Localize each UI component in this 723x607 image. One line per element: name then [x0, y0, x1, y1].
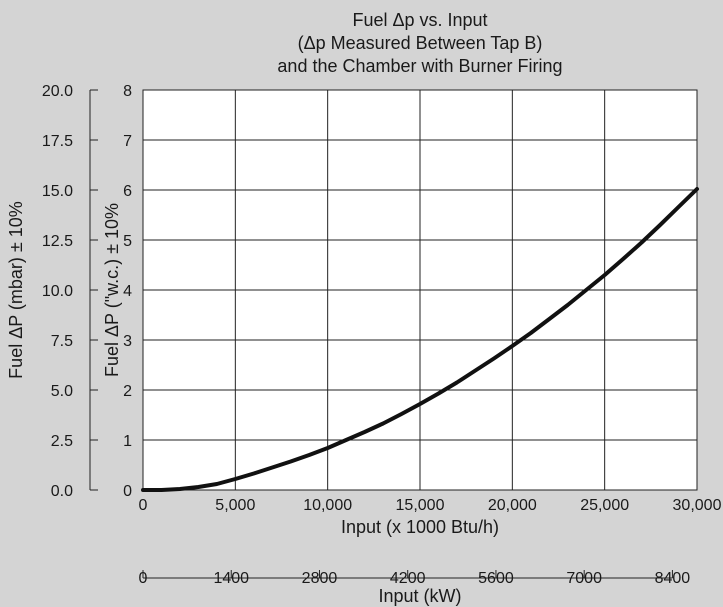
- plot-frame: [142, 89, 698, 491]
- y-tick-label: 4: [123, 283, 132, 300]
- y2-tick-label: 10.0: [42, 283, 73, 300]
- chart-title: Fuel Δp vs. Input (Δp Measured Between Ta…: [277, 10, 562, 76]
- y2-tick-label: 15.0: [42, 183, 73, 200]
- y-tick-label: 6: [123, 183, 132, 200]
- y-tick-label: 0: [123, 483, 132, 500]
- y2-tick-label: 12.5: [42, 233, 73, 250]
- x-tick-label: 30,000: [673, 497, 722, 514]
- x-tick-label: 25,000: [580, 497, 629, 514]
- y2-tick-label: 17.5: [42, 133, 73, 150]
- x-tick-label: 0: [139, 497, 148, 514]
- title-line: Fuel Δp vs. Input: [352, 10, 487, 30]
- y2-tick-label: 5.0: [51, 383, 73, 400]
- title-line: and the Chamber with Burner Firing: [277, 56, 562, 76]
- y-tick-label: 8: [123, 83, 132, 100]
- x2-axis-label: Input (kW): [378, 586, 461, 606]
- y-tick-label: 3: [123, 333, 132, 350]
- x-tick-label: 10,000: [303, 497, 352, 514]
- x-tick-label: 15,000: [396, 497, 445, 514]
- x-tick-label: 20,000: [488, 497, 537, 514]
- series: [141, 187, 699, 492]
- x2-tick-label: 0: [139, 570, 148, 587]
- x-tick-label: 5,000: [215, 497, 255, 514]
- x2-tick-label: 2800: [302, 570, 338, 587]
- x2-tick-label: 7000: [566, 570, 602, 587]
- y-axis-label: Fuel ΔP ("w.c.) ± 10%: [102, 203, 122, 377]
- y-tick-label: 7: [123, 133, 132, 150]
- x2-tick-label: 5600: [478, 570, 514, 587]
- x2-tick-label: 8400: [655, 570, 691, 587]
- title-line: (Δp Measured Between Tap B): [298, 33, 543, 53]
- x-axis-label: Input (x 1000 Btu/h): [341, 517, 499, 537]
- axes: [89, 89, 698, 579]
- y2-tick-label: 7.5: [51, 333, 73, 350]
- x2-tick-label: 1400: [213, 570, 249, 587]
- y2-tick-label: 2.5: [51, 433, 73, 450]
- series-line: [141, 187, 699, 492]
- y-tick-label: 1: [123, 433, 132, 450]
- y2-axis-label: Fuel ΔP (mbar) ± 10%: [6, 201, 26, 379]
- y2-tick-label: 0.0: [51, 483, 73, 500]
- y-tick-label: 2: [123, 383, 132, 400]
- grid: [142, 89, 698, 491]
- y2-tick-label: 20.0: [42, 83, 73, 100]
- x2-tick-label: 4200: [390, 570, 426, 587]
- y-tick-label: 5: [123, 233, 132, 250]
